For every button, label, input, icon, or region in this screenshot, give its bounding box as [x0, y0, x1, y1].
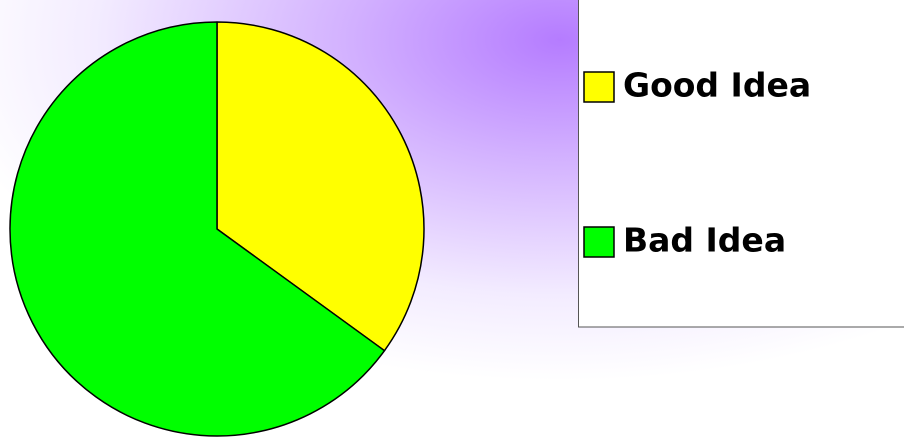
legend-box	[578, 0, 904, 328]
pie-slice	[216, 21, 425, 352]
pie-slice	[9, 21, 386, 437]
legend-label: Bad Idea	[623, 221, 786, 260]
legend-swatch	[583, 226, 615, 258]
legend-label: Good Idea	[623, 66, 811, 105]
legend-swatch	[583, 71, 615, 103]
